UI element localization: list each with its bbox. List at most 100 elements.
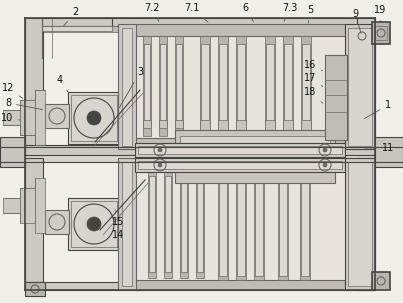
Bar: [218, 120, 228, 130]
Bar: [25, 282, 375, 290]
Bar: [135, 24, 345, 36]
Bar: [138, 161, 342, 169]
Bar: [200, 36, 210, 136]
Text: 10: 10: [1, 113, 20, 123]
Bar: [278, 168, 288, 280]
Text: 11: 11: [365, 143, 394, 153]
Bar: [159, 36, 167, 136]
Bar: [25, 18, 375, 26]
Bar: [301, 174, 309, 276]
Bar: [144, 44, 150, 122]
Bar: [159, 120, 167, 128]
Bar: [375, 137, 403, 167]
Bar: [218, 36, 228, 136]
Text: 5: 5: [307, 5, 313, 23]
Bar: [165, 176, 171, 272]
Bar: [0, 147, 403, 162]
Bar: [372, 22, 390, 44]
Bar: [71, 201, 117, 247]
Bar: [255, 174, 263, 276]
Bar: [20, 188, 35, 223]
Bar: [175, 120, 183, 128]
Bar: [372, 272, 390, 290]
Text: 14: 14: [112, 230, 124, 248]
Bar: [68, 92, 120, 144]
Circle shape: [323, 148, 327, 152]
Bar: [135, 138, 345, 148]
Bar: [219, 44, 227, 122]
Bar: [135, 158, 345, 172]
Bar: [25, 18, 43, 155]
Bar: [236, 36, 246, 136]
Bar: [138, 146, 342, 154]
Bar: [300, 168, 310, 280]
Bar: [301, 36, 311, 136]
Bar: [301, 120, 311, 130]
Bar: [375, 26, 387, 40]
Bar: [30, 26, 370, 32]
Bar: [218, 168, 228, 280]
Bar: [118, 158, 136, 290]
Text: 15: 15: [112, 210, 124, 227]
Text: 12: 12: [2, 83, 23, 98]
Bar: [279, 174, 287, 276]
Bar: [135, 158, 345, 168]
Bar: [149, 176, 155, 272]
Bar: [135, 24, 345, 148]
Bar: [0, 137, 25, 167]
Circle shape: [158, 148, 162, 152]
Bar: [236, 120, 246, 130]
Bar: [180, 136, 330, 144]
Bar: [25, 145, 375, 155]
Bar: [135, 158, 345, 290]
Text: 4: 4: [57, 75, 68, 92]
Bar: [254, 168, 264, 280]
Bar: [345, 24, 375, 149]
Bar: [118, 24, 136, 149]
Text: 19: 19: [374, 5, 386, 22]
Bar: [265, 120, 275, 130]
Bar: [283, 120, 293, 130]
Bar: [175, 36, 183, 136]
Bar: [345, 158, 375, 290]
Bar: [237, 174, 245, 276]
Bar: [42, 26, 112, 31]
Text: 17: 17: [304, 73, 323, 86]
Text: 6: 6: [242, 3, 253, 22]
Bar: [143, 36, 151, 136]
Bar: [122, 28, 132, 146]
Bar: [175, 163, 335, 183]
Bar: [35, 178, 45, 233]
Text: 16: 16: [304, 60, 322, 71]
Bar: [325, 55, 347, 140]
Circle shape: [87, 111, 101, 125]
Bar: [200, 120, 210, 130]
Text: 7.3: 7.3: [283, 3, 298, 22]
Bar: [283, 36, 293, 136]
Bar: [3, 110, 20, 125]
Bar: [196, 170, 204, 278]
Bar: [348, 162, 372, 286]
Circle shape: [87, 217, 101, 231]
Bar: [164, 170, 172, 278]
Circle shape: [158, 163, 162, 167]
Bar: [237, 44, 245, 122]
Text: 8: 8: [5, 98, 42, 109]
Bar: [201, 44, 209, 122]
Bar: [357, 18, 375, 155]
Bar: [25, 282, 45, 296]
Bar: [135, 280, 345, 290]
Bar: [219, 174, 227, 276]
Circle shape: [323, 163, 327, 167]
Text: 3: 3: [119, 67, 143, 108]
Bar: [265, 36, 275, 136]
Bar: [143, 120, 151, 128]
Bar: [302, 44, 310, 122]
Bar: [175, 130, 335, 150]
Bar: [176, 44, 182, 122]
Text: 2: 2: [64, 7, 78, 26]
Bar: [197, 176, 203, 272]
Text: 9: 9: [352, 9, 361, 33]
Text: 1: 1: [364, 100, 391, 118]
Bar: [348, 28, 372, 146]
